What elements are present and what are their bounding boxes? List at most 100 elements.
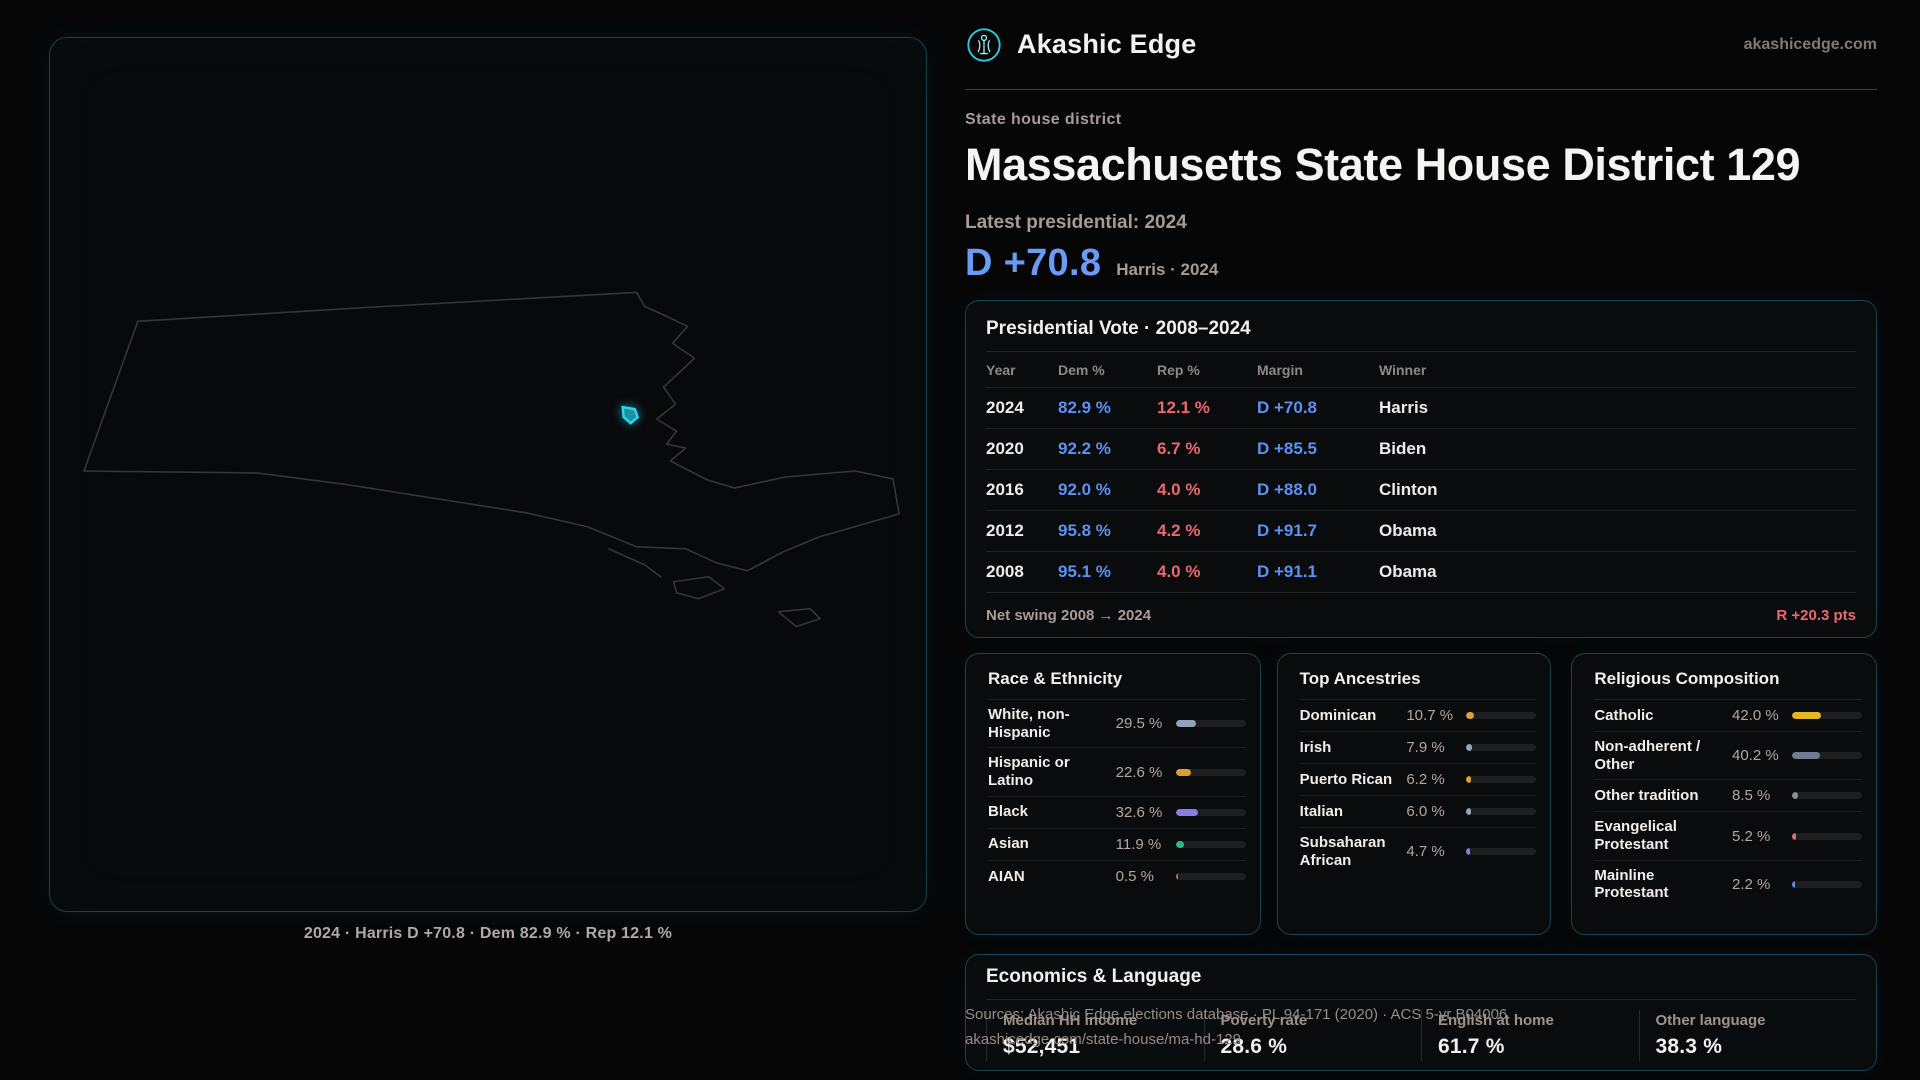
stat-row: Mainline Protestant 2.2 % <box>1594 861 1862 908</box>
stat-label: Black <box>988 803 1029 821</box>
presidential-row-2024: 2024 82.9 % 12.1 % D +70.8 Harris <box>986 387 1856 428</box>
presidential-row-2016: 2016 92.0 % 4.0 % D +88.0 Clinton <box>986 469 1856 510</box>
stat-bar-track <box>1792 880 1862 888</box>
stat-value: 32.6 % <box>1115 803 1163 821</box>
eyebrow-label: State house district <box>965 111 1122 128</box>
akashic-edge-logo-icon <box>967 27 1001 62</box>
stat-bar-track <box>1466 848 1537 856</box>
stat-value: 6.0 % <box>1406 803 1445 820</box>
stat-bar-track <box>1466 808 1537 815</box>
economics-stat-label: Other language <box>1655 1012 1766 1029</box>
stat-value: 40.2 % <box>1732 747 1779 765</box>
dem-cell: 92.0 % <box>1058 480 1111 499</box>
presidential-table-header: Year Dem % Rep % Margin Winner <box>986 352 1856 387</box>
stat-label: Hispanic or Latino <box>988 754 1070 790</box>
island-nantucket <box>777 607 822 628</box>
economics-stat: Median HH income $52,451 <box>986 1010 1204 1061</box>
economics-language-card: Economics & Language Median HH income $52… <box>965 954 1877 1071</box>
economics-stats: Median HH income $52,451 Poverty rate 28.6 … <box>986 1010 1856 1061</box>
year-cell: 2024 <box>986 398 1024 417</box>
massachusetts-map <box>83 291 900 628</box>
stat-bar-fill <box>1175 808 1199 816</box>
rep-cell: 4.0 % <box>1157 562 1201 581</box>
divider <box>1594 699 1862 700</box>
stat-bar-fill <box>1466 776 1471 783</box>
race-list: White, non-Hispanic 29.5 % Hispanic or Lat… <box>988 700 1246 893</box>
stat-bar-track <box>1175 840 1246 848</box>
presidential-row-2012: 2012 95.8 % 4.2 % D +91.7 Obama <box>986 510 1856 551</box>
stat-label: Subsaharan African <box>1299 834 1386 869</box>
stat-row: Dominican 10.7 % <box>1299 700 1537 732</box>
site-header: Akashic Edge akashicedge.com <box>965 0 1877 90</box>
economics-stat: English at home 61.7 % <box>1421 1010 1639 1061</box>
net-swing-value: R +20.3 pts <box>1776 607 1856 624</box>
economics-stat-value: 28.6 % <box>1220 1035 1288 1058</box>
stat-label: Mainline Protestant <box>1594 866 1669 902</box>
rep-cell: 4.2 % <box>1157 521 1201 540</box>
winner-cell: Obama <box>1379 521 1437 540</box>
race-card-title: Race & Ethnicity <box>988 669 1123 688</box>
rep-cell: 12.1 % <box>1157 398 1210 417</box>
economics-stat-value: $52,451 <box>1003 1035 1081 1058</box>
presidential-card-title: Presidential Vote · 2008–2024 <box>986 318 1251 339</box>
stat-bar-fill <box>1792 792 1798 800</box>
margin-context: Harris · 2024 <box>1116 260 1219 279</box>
economics-stat-label: English at home <box>1438 1012 1554 1029</box>
stat-row: Non-adherent / Other 40.2 % <box>1594 732 1862 781</box>
stat-label: Catholic <box>1594 706 1654 724</box>
col-margin: Margin <box>1257 362 1303 378</box>
col-year: Year <box>986 362 1016 378</box>
stat-bar-fill <box>1175 840 1184 848</box>
stat-bar-fill <box>1466 744 1472 751</box>
year-cell: 2008 <box>986 562 1024 581</box>
ancestries-card-title: Top Ancestries <box>1299 669 1421 688</box>
stat-bar-fill <box>1175 768 1192 776</box>
divider <box>1299 699 1537 700</box>
brand: Akashic Edge <box>965 26 1196 64</box>
col-dem: Dem % <box>1058 362 1105 378</box>
stat-row: Catholic 42.0 % <box>1594 700 1862 732</box>
religion-list: Catholic 42.0 % Non-adherent / Other 40.2 %… <box>1594 700 1862 908</box>
latest-presidential-label: Latest presidential: 2024 <box>965 212 1187 233</box>
stat-bar-fill <box>1466 848 1470 856</box>
stat-label: Italian <box>1299 802 1344 820</box>
dem-cell: 95.1 % <box>1058 562 1111 581</box>
dem-cell: 95.8 % <box>1058 521 1111 540</box>
stat-row: Asian 11.9 % <box>988 829 1246 861</box>
presidential-row-2008: 2008 95.1 % 4.0 % D +91.1 Obama <box>986 551 1856 592</box>
stat-row: AIAN 0.5 % <box>988 861 1246 893</box>
stat-bar-fill <box>1792 752 1821 760</box>
stat-row: Puerto Rican 6.2 % <box>1299 764 1537 796</box>
stat-value: 5.2 % <box>1732 827 1771 845</box>
stat-bar-fill <box>1792 712 1822 719</box>
stat-row: Italian 6.0 % <box>1299 796 1537 828</box>
stat-row: Evangelical Protestant 5.2 % <box>1594 812 1862 861</box>
demographics-row: Race & Ethnicity White, non-Hispanic 29.5… <box>965 653 1877 935</box>
presidential-table-body: 2024 82.9 % 12.1 % D +70.8 Harris 2020 92.2 % 6… <box>986 387 1856 592</box>
map-caption: 2024 · Harris D +70.8 · Dem 82.9 % · Rep… <box>303 925 673 942</box>
stat-label: Evangelical Protestant <box>1594 818 1677 854</box>
margin-value: D +70.8 <box>965 242 1102 284</box>
stat-bar-fill <box>1792 880 1795 888</box>
site-domain-link[interactable]: akashicedge.com <box>1743 35 1877 53</box>
stat-label: Other tradition <box>1594 787 1699 805</box>
stat-bar-fill <box>1175 720 1197 728</box>
margin-cell: D +91.1 <box>1257 562 1318 581</box>
col-winner: Winner <box>1379 362 1427 378</box>
religious-composition-card: Religious Composition Catholic 42.0 % Non-… <box>1571 653 1877 935</box>
stat-value: 8.5 % <box>1732 787 1771 805</box>
col-rep: Rep % <box>1157 362 1200 378</box>
economics-stat-label: Median HH income <box>1003 1012 1138 1029</box>
year-cell: 2016 <box>986 480 1024 499</box>
stat-row: Irish 7.9 % <box>1299 732 1537 764</box>
stat-value: 7.9 % <box>1406 739 1445 756</box>
stat-row: White, non-Hispanic 29.5 % <box>988 700 1246 749</box>
stat-row: Black 32.6 % <box>988 797 1246 829</box>
elizabeth-islands <box>607 548 662 578</box>
stat-bar-track <box>1175 720 1246 728</box>
year-cell: 2012 <box>986 521 1024 540</box>
stat-value: 10.7 % <box>1406 707 1454 724</box>
economics-stat: Poverty rate 28.6 % <box>1203 1010 1422 1061</box>
margin-cell: D +88.0 <box>1257 480 1318 499</box>
stat-bar-track <box>1466 744 1537 751</box>
